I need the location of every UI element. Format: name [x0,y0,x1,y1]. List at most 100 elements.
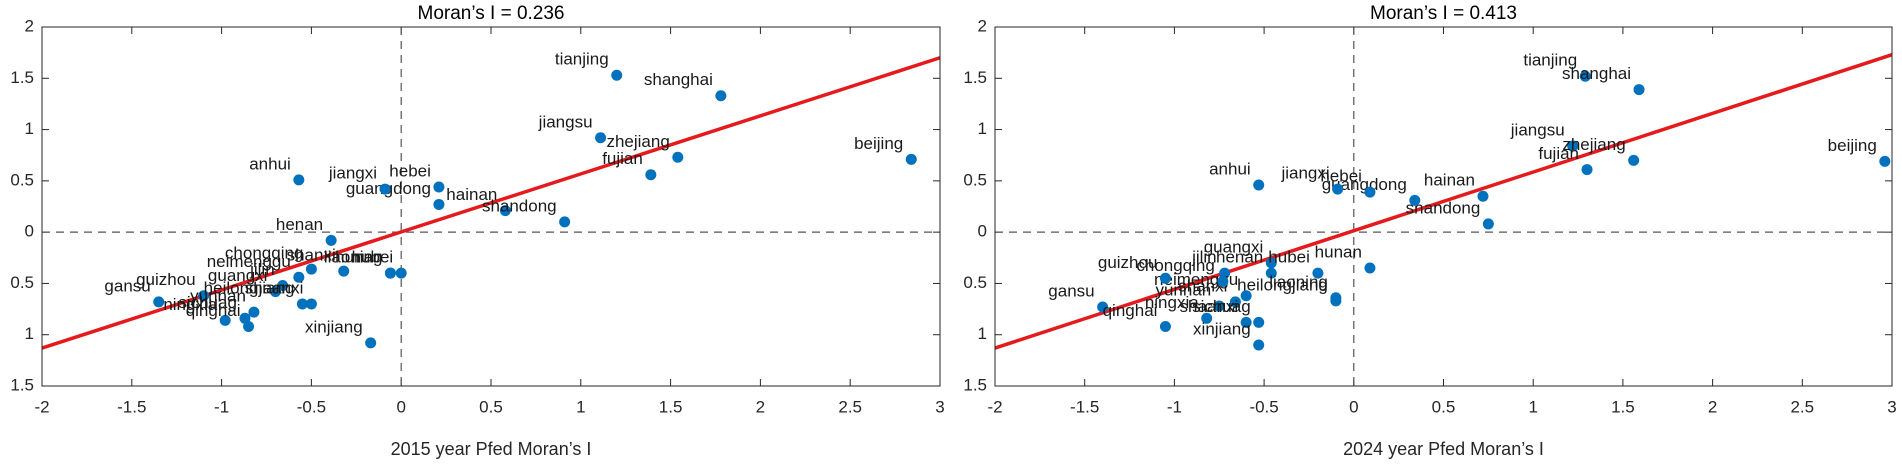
point-label: henan [276,215,323,234]
fit-line [994,53,1893,350]
point-label: ningxia [1145,293,1199,312]
y-tick-label: 1.5 [10,68,34,87]
x-tick-label: -0.5 [1249,397,1278,416]
point-label: shaanxi [245,278,304,297]
x-tick-label: 3 [935,397,944,416]
point [379,183,391,195]
point [433,181,445,193]
axes-frame [41,26,941,387]
point [1097,301,1109,313]
point [1201,312,1213,324]
y-tick-label: 0.5 [963,273,987,292]
point-label: guangxi [208,266,268,285]
point-label: hunan [335,248,382,267]
point-label: zhejiang [606,132,669,151]
point-label: hunan [1315,243,1362,262]
y-tick-label: 1 [978,119,987,138]
point [715,90,727,102]
point [1159,272,1171,284]
x-tick-label: 3 [1887,397,1896,416]
point [611,69,623,81]
point-label: neimenggu [1154,270,1238,289]
point-label: fujian [602,149,643,168]
point-label: tianjing [555,50,609,69]
plot-area [995,27,1892,386]
point [293,174,305,186]
point [905,153,917,165]
x-tick-label: -1.5 [117,397,146,416]
y-tick-label: 0.5 [963,170,987,189]
point-label: shandong [1406,198,1481,217]
point-label: hubei [1268,248,1310,267]
x-tick-label: 0 [396,397,405,416]
point [1581,164,1593,176]
point-label: henan [1216,248,1263,267]
point-label: jiangsu [538,112,593,131]
x-tick-label: 2 [1708,397,1717,416]
y-tick-label: 1 [25,119,34,138]
point [239,312,251,324]
point-label: guangxi [1204,237,1264,256]
x-tick-label: 0 [1349,397,1358,416]
point [1240,290,1252,302]
point [1879,155,1891,167]
point [672,151,684,163]
point-label: heilongjiang [1237,275,1328,294]
point [395,267,407,279]
point [1217,275,1229,287]
point [1567,140,1579,152]
point [1229,296,1241,308]
point-label: fujian [1538,144,1579,163]
point [645,169,657,181]
point-label: jilin [249,260,275,279]
point-label: heilongjiang [204,278,295,297]
point-label: beijing [854,134,903,153]
x-axis-label: 2015 year Pfed Moran’s I [391,439,592,459]
point [1633,84,1645,96]
point [1265,257,1277,269]
point-label: zhejiang [1562,135,1625,154]
point-label: shandong [482,196,557,215]
point-label: liaoning [1269,272,1328,291]
y-tick-label: 2 [978,16,987,35]
point [433,198,445,210]
fit-line [41,56,941,350]
x-tick-label: -0.5 [297,397,326,416]
point [293,271,305,283]
point-label: qinghai [186,301,241,320]
point [305,298,317,310]
y-tick-label: 0.5 [10,273,34,292]
y-tick-label: 2 [25,16,34,35]
x-tick-label: -2 [34,397,49,416]
y-tick-label: 1.5 [963,375,987,394]
point [296,298,308,310]
point [1364,186,1376,198]
point-label: anhui [249,154,291,173]
point-label: xinjiang [1193,319,1251,338]
point-label: yunnan [1155,280,1211,299]
point [269,286,281,298]
chart-title: Moran’s I = 0.236 [418,3,565,24]
panel: Moran’s I = 0.236 2015 year Pfed Moran’s … [10,3,944,459]
point [499,205,511,217]
point [305,263,317,275]
x-tick-label: -2 [987,397,1002,416]
x-tick-label: 2.5 [1790,397,1814,416]
x-tick-label: 0.5 [479,397,503,416]
point [595,132,607,144]
point [1312,267,1324,279]
point-label: guizhou [136,270,196,289]
point [1364,262,1376,274]
y-tick-label: 1 [978,324,987,343]
x-tick-label: -1 [214,397,229,416]
point-label: guizhou [1098,253,1158,272]
point-label: liaoning [324,248,383,267]
point [1477,190,1489,202]
point-label: anhui [1209,159,1251,178]
point [365,337,377,349]
y-tick-label: 1 [25,324,34,343]
point [248,306,260,318]
point [153,296,165,308]
y-tick-label: 1.5 [10,375,34,394]
